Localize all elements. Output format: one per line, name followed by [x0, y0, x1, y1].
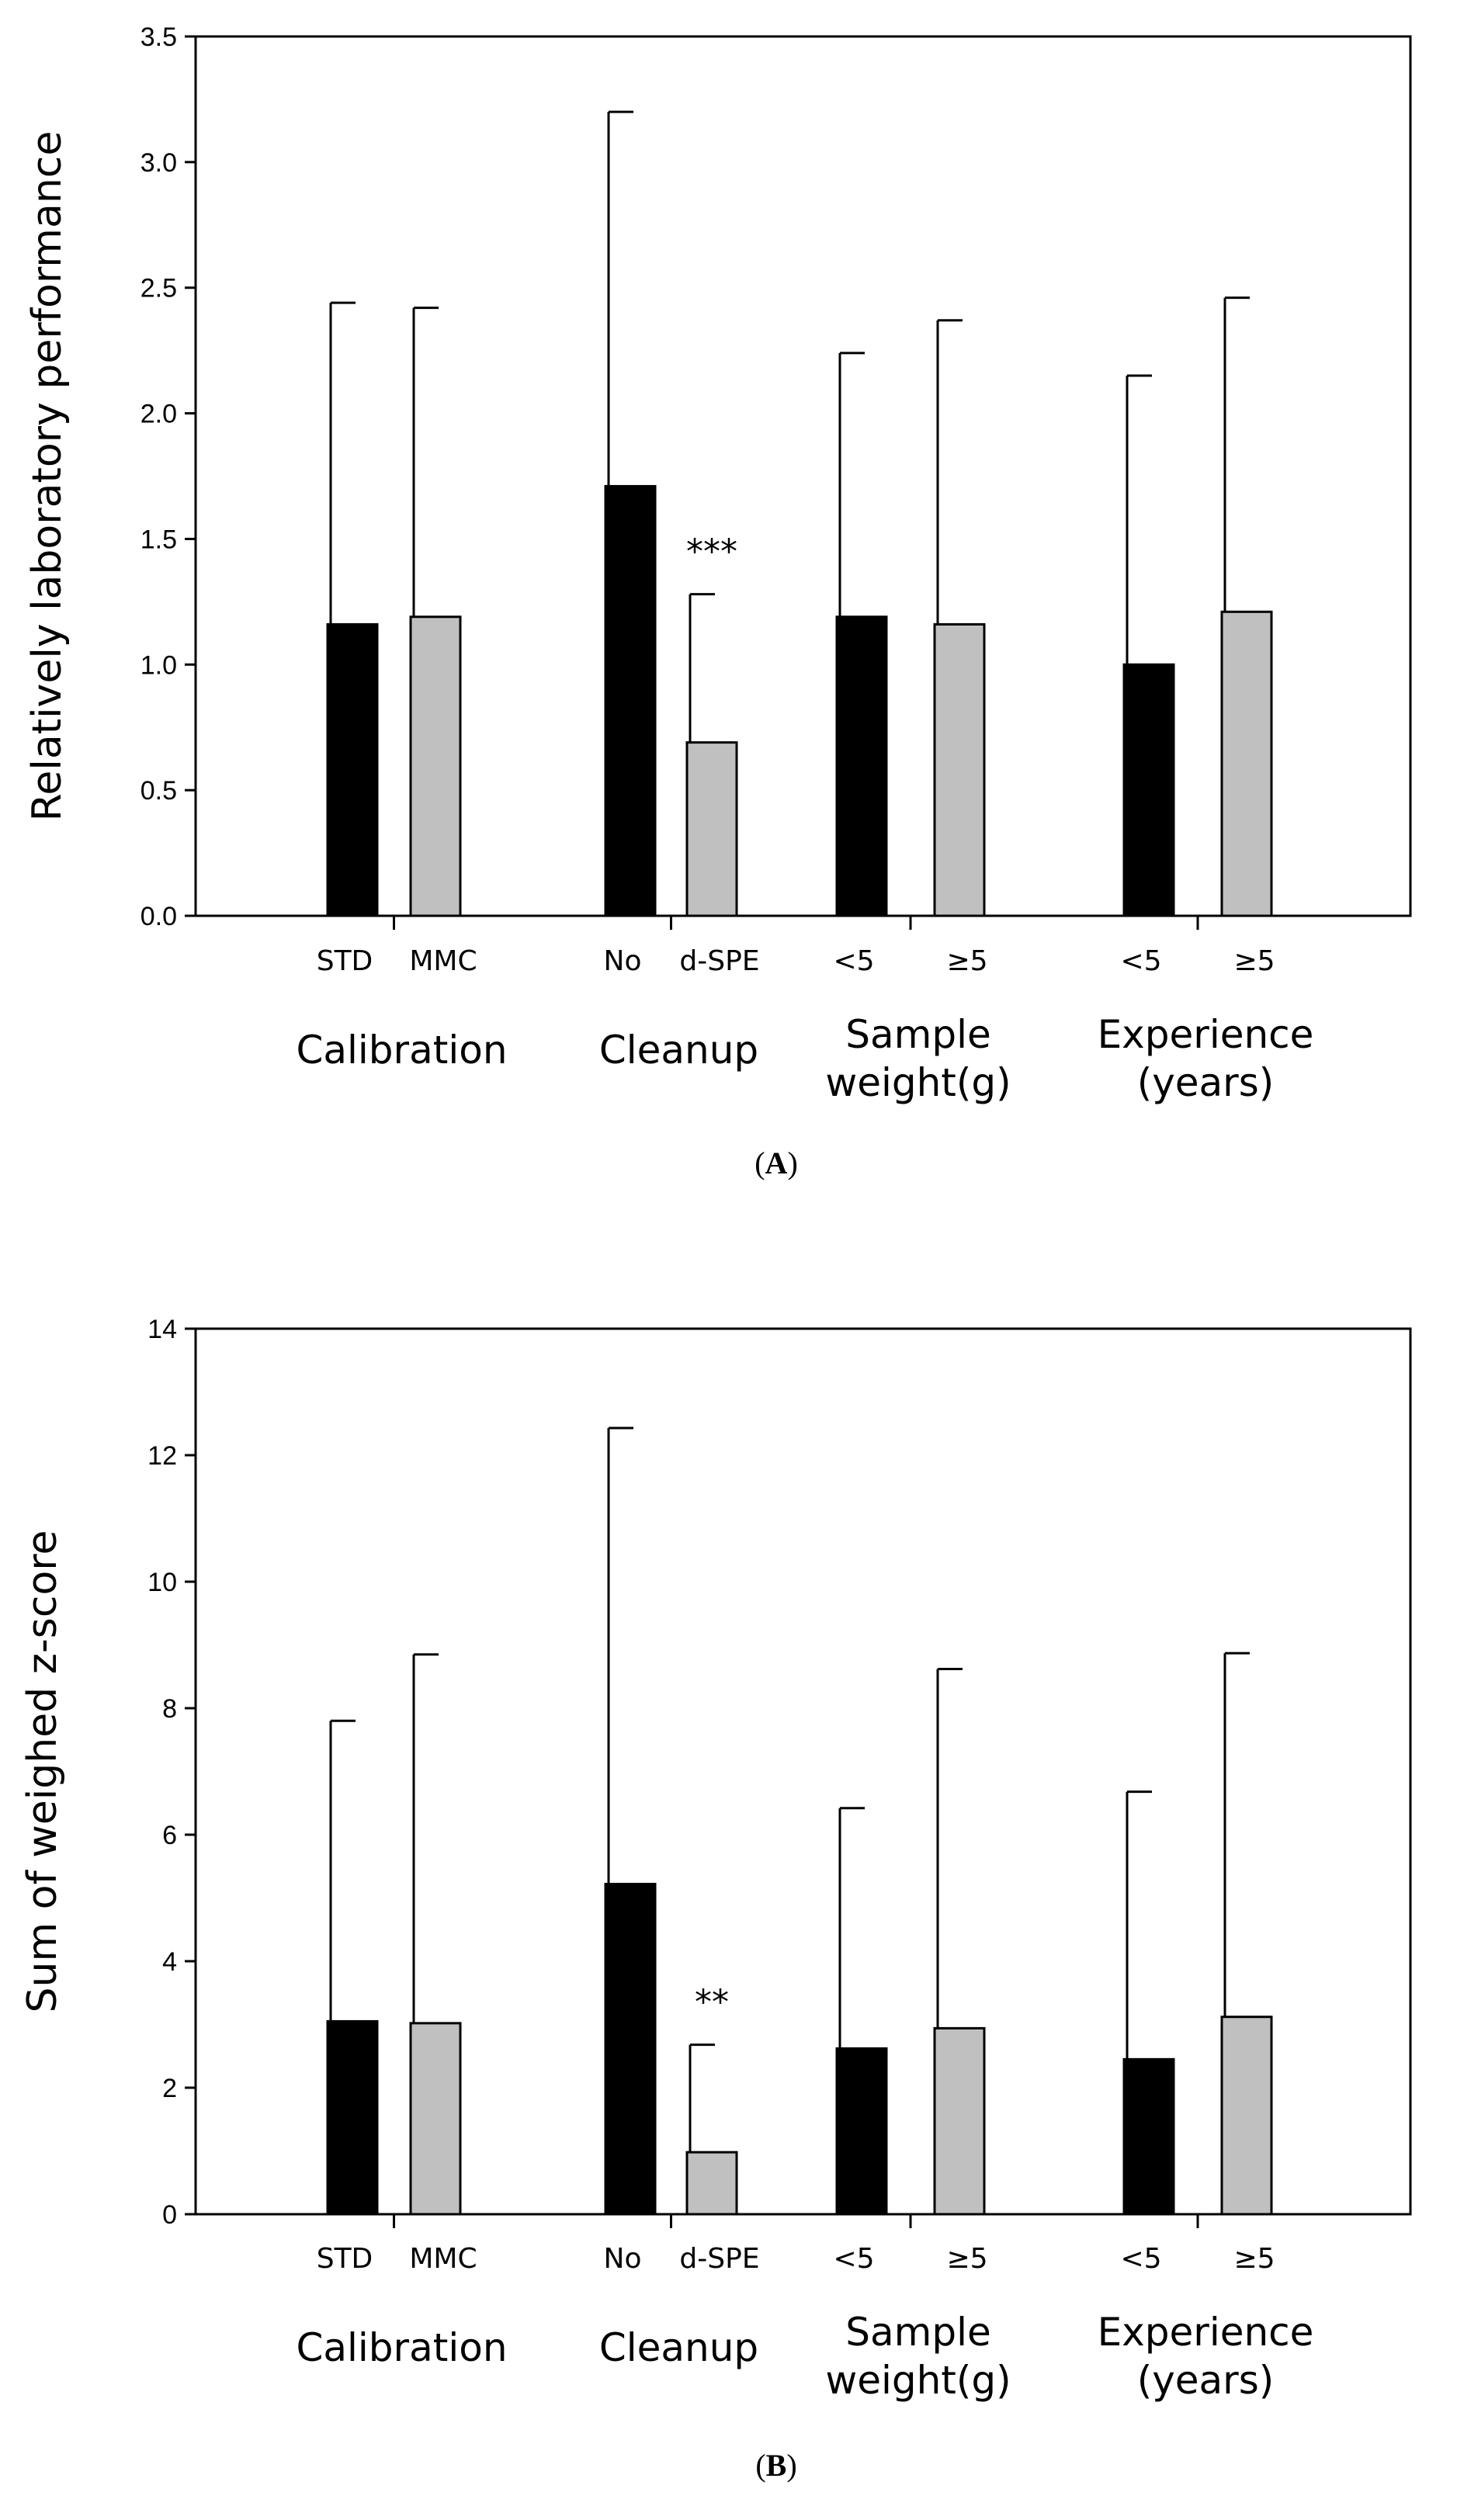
bar — [604, 484, 657, 917]
x-category-label: ≥5 — [1233, 945, 1275, 977]
y-tick-label: 2.5 — [140, 274, 177, 303]
x-category-label: <5 — [1120, 2243, 1161, 2275]
x-group-label: weight(g) — [825, 1060, 1011, 1105]
y-tick-label: 10 — [147, 1568, 177, 1597]
x-category-label: STD — [317, 2243, 373, 2275]
x-category-label: <5 — [833, 2243, 874, 2275]
y-tick-label: 0.5 — [140, 776, 177, 806]
x-category-label: <5 — [833, 945, 874, 977]
bar — [409, 2022, 462, 2216]
x-group-label: (years) — [1137, 1060, 1275, 1105]
bar — [835, 2047, 888, 2216]
bar — [685, 741, 738, 917]
y-axis-label: Sum of weighed z-score — [19, 1530, 66, 2012]
y-tick-label: 0.0 — [140, 902, 177, 931]
x-group-label: Cleanup — [599, 2325, 758, 2370]
y-tick-label: 3.5 — [140, 23, 177, 52]
y-tick-label: 1.5 — [140, 525, 177, 554]
x-group-label: Calibration — [296, 1028, 507, 1073]
panel-label: (B) — [755, 2448, 796, 2483]
x-group-label: weight(g) — [825, 2358, 1011, 2403]
x-group-label: Sample — [845, 2310, 990, 2355]
x-category-label: STD — [317, 945, 373, 977]
bar — [933, 622, 986, 917]
x-category-label: <5 — [1120, 945, 1161, 977]
panel-a-chart: 0.0 0.5 1.0 1.5 2.0 2.5 3.0 3.5 Relatively labor… — [24, 23, 1412, 1180]
y-tick-label: 2.0 — [140, 400, 177, 429]
plot-frame — [194, 35, 1412, 917]
y-tick-label: 4 — [162, 1947, 177, 1977]
x-category-label: ≥5 — [1233, 2243, 1275, 2275]
bar — [1122, 663, 1175, 917]
x-group-label: Experience — [1098, 1012, 1314, 1057]
x-category-label: ≥5 — [946, 2243, 987, 2275]
y-axis-label: Relatively laboratory performance — [24, 131, 71, 822]
bar — [326, 622, 379, 917]
y-tick-label: 3.0 — [140, 148, 177, 178]
y-tick-label: 2 — [162, 2074, 177, 2103]
y-tick-label: 12 — [147, 1441, 177, 1471]
x-group-label: Experience — [1098, 2310, 1314, 2355]
bar — [326, 2019, 379, 2216]
plot-frame — [194, 1327, 1412, 2216]
bar — [1220, 2016, 1273, 2216]
bar — [604, 1883, 657, 2216]
bar — [1122, 2057, 1175, 2216]
bar — [1220, 610, 1273, 917]
x-group-label: (years) — [1137, 2358, 1275, 2403]
x-category-label: MMC — [409, 945, 477, 977]
x-category-label: d-SPE — [679, 2243, 759, 2275]
y-tick-label: 1.0 — [140, 650, 177, 680]
x-category-label: d-SPE — [679, 945, 759, 977]
bar — [835, 615, 888, 917]
x-category-label: No — [604, 2243, 642, 2275]
y-tick-label: 14 — [147, 1315, 177, 1344]
y-tick-label: 0 — [162, 2200, 177, 2230]
y-tick-label: 6 — [162, 1821, 177, 1850]
x-category-label: MMC — [409, 2243, 477, 2275]
bar — [409, 615, 462, 917]
x-group-label: Calibration — [296, 2325, 507, 2370]
panel-label: (A) — [755, 1146, 798, 1180]
panel-b-chart: 0 2 4 6 8 10 12 14 Sum of weighed z-score ** STD MM… — [19, 1315, 1412, 2483]
x-category-label: No — [604, 945, 642, 977]
x-group-label: Cleanup — [599, 1028, 758, 1073]
x-category-label: ≥5 — [946, 945, 987, 977]
bar — [685, 2151, 738, 2216]
x-group-label: Sample — [845, 1012, 990, 1057]
bar — [933, 2026, 986, 2216]
y-tick-label: 8 — [162, 1694, 177, 1724]
significance-marker: ** — [695, 1983, 729, 2023]
significance-marker: *** — [686, 532, 737, 572]
